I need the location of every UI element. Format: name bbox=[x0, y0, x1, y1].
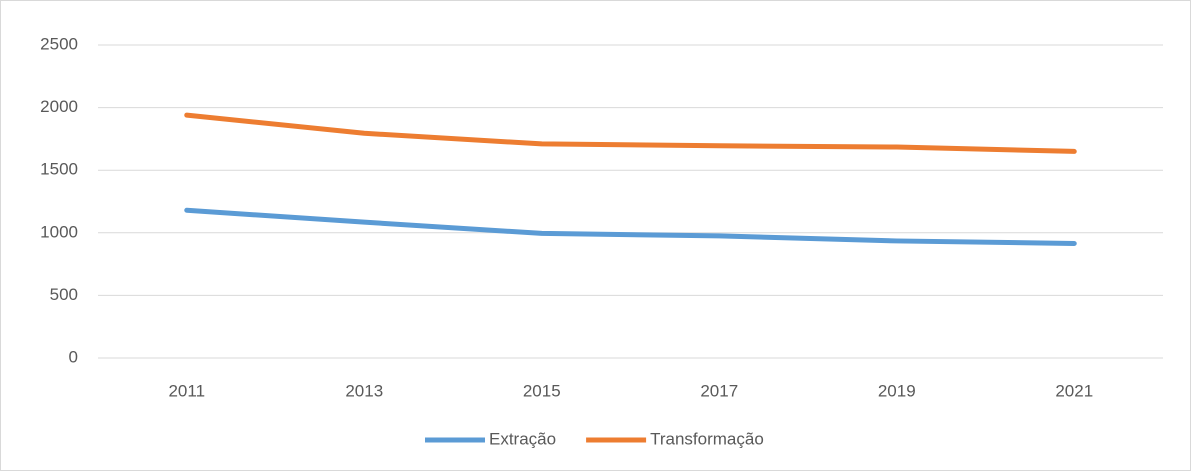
line-series bbox=[184, 112, 1077, 154]
x-tick-label: 2019 bbox=[878, 381, 916, 400]
legend-label: Transformação bbox=[650, 429, 764, 448]
x-tick-label: 2015 bbox=[523, 381, 561, 400]
x-tick-label: 2013 bbox=[345, 381, 383, 400]
y-tick-label: 0 bbox=[69, 347, 78, 366]
y-tick-label: 2500 bbox=[40, 34, 78, 53]
y-tick-label: 1500 bbox=[40, 160, 78, 179]
x-tick-label: 2011 bbox=[168, 381, 205, 400]
legend-label: Extração bbox=[489, 429, 556, 448]
line-series bbox=[184, 207, 1077, 246]
y-tick-label: 500 bbox=[50, 285, 78, 304]
x-tick-label: 2017 bbox=[700, 381, 738, 400]
x-tick-label: 2021 bbox=[1055, 381, 1093, 400]
y-tick-label: 1000 bbox=[40, 222, 78, 241]
y-tick-label: 2000 bbox=[40, 97, 78, 116]
